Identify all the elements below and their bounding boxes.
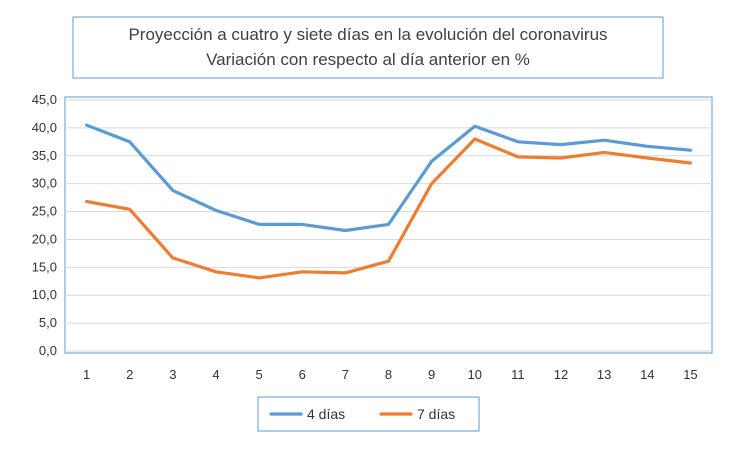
- x-tick-label: 2: [126, 367, 133, 382]
- y-tick-label: 30,0: [32, 176, 57, 191]
- x-tick-label: 12: [554, 367, 568, 382]
- y-tick-label: 15,0: [32, 259, 57, 274]
- series-lines: [84, 123, 693, 280]
- series-line-2: [84, 137, 693, 280]
- chart-title-box: [72, 16, 664, 79]
- x-tick-label: 15: [683, 367, 697, 382]
- y-axis-ticks: 0,0 5,0 10,0 15,0 20,0 25,0 30,0 35,0 40,0 45,0: [32, 92, 57, 358]
- x-tick-label: 8: [385, 367, 392, 382]
- legend-label-2: 7 días: [417, 406, 455, 422]
- plot-area-frame: [64, 96, 713, 354]
- x-tick-label: 14: [640, 367, 654, 382]
- x-axis-ticks: 1 2 3 4 5 6 7 8 9 10 11 12 13 14 15: [83, 367, 698, 382]
- x-tick-label: 13: [597, 367, 611, 382]
- x-tick-label: 6: [299, 367, 306, 382]
- y-tick-label: 25,0: [32, 204, 57, 219]
- legend: 4 días 7 días: [269, 406, 455, 422]
- legend-label-1: 4 días: [307, 406, 345, 422]
- y-tick-label: 5,0: [39, 315, 57, 330]
- chart-title-line-2: Variación con respecto al día anterior e…: [206, 50, 530, 69]
- chart-title-line-1: Proyección a cuatro y siete días en la e…: [128, 25, 607, 44]
- x-tick-label: 10: [468, 367, 482, 382]
- grid-lines: [65, 99, 712, 352]
- y-tick-label: 45,0: [32, 92, 57, 107]
- x-tick-label: 7: [342, 367, 349, 382]
- y-tick-label: 20,0: [32, 231, 57, 246]
- x-tick-label: 9: [428, 367, 435, 382]
- y-tick-label: 0,0: [39, 343, 57, 358]
- y-tick-label: 40,0: [32, 120, 57, 135]
- y-tick-label: 35,0: [32, 148, 57, 163]
- y-tick-label: 10,0: [32, 287, 57, 302]
- x-tick-label: 1: [83, 367, 90, 382]
- series-line-1: [84, 123, 693, 233]
- x-tick-label: 5: [255, 367, 262, 382]
- x-tick-label: 11: [511, 367, 525, 382]
- x-tick-label: 4: [212, 367, 219, 382]
- x-tick-label: 3: [169, 367, 176, 382]
